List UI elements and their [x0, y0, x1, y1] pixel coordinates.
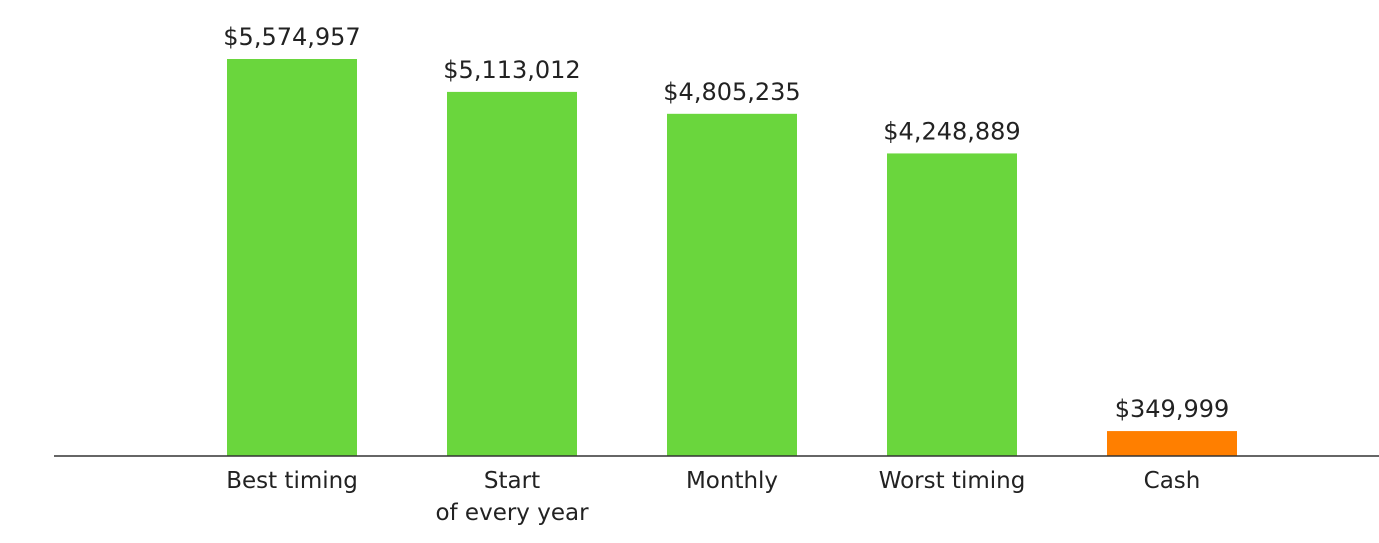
category-label-2: Monthly	[686, 468, 778, 494]
category-label-4: Cash	[1144, 468, 1201, 494]
value-label-0: $5,574,957	[223, 23, 360, 51]
bar-2	[667, 113, 797, 456]
labels-group: $5,574,957 Best timing $5,113,012 Start of e…	[223, 23, 1229, 526]
bars-group	[227, 59, 1237, 457]
value-label-1: $5,113,012	[443, 56, 580, 84]
bar-3	[887, 153, 1017, 457]
category-label-3: Worst timing	[879, 468, 1026, 494]
value-label-4: $349,999	[1115, 395, 1230, 423]
bar-0	[227, 59, 357, 456]
value-label-3: $4,248,889	[883, 117, 1020, 145]
category-label-1: Start of every year	[435, 468, 589, 526]
value-label-2: $4,805,235	[663, 78, 800, 106]
category-label-0: Best timing	[226, 468, 358, 494]
bar-4	[1107, 431, 1237, 456]
bar-1	[447, 91, 577, 457]
